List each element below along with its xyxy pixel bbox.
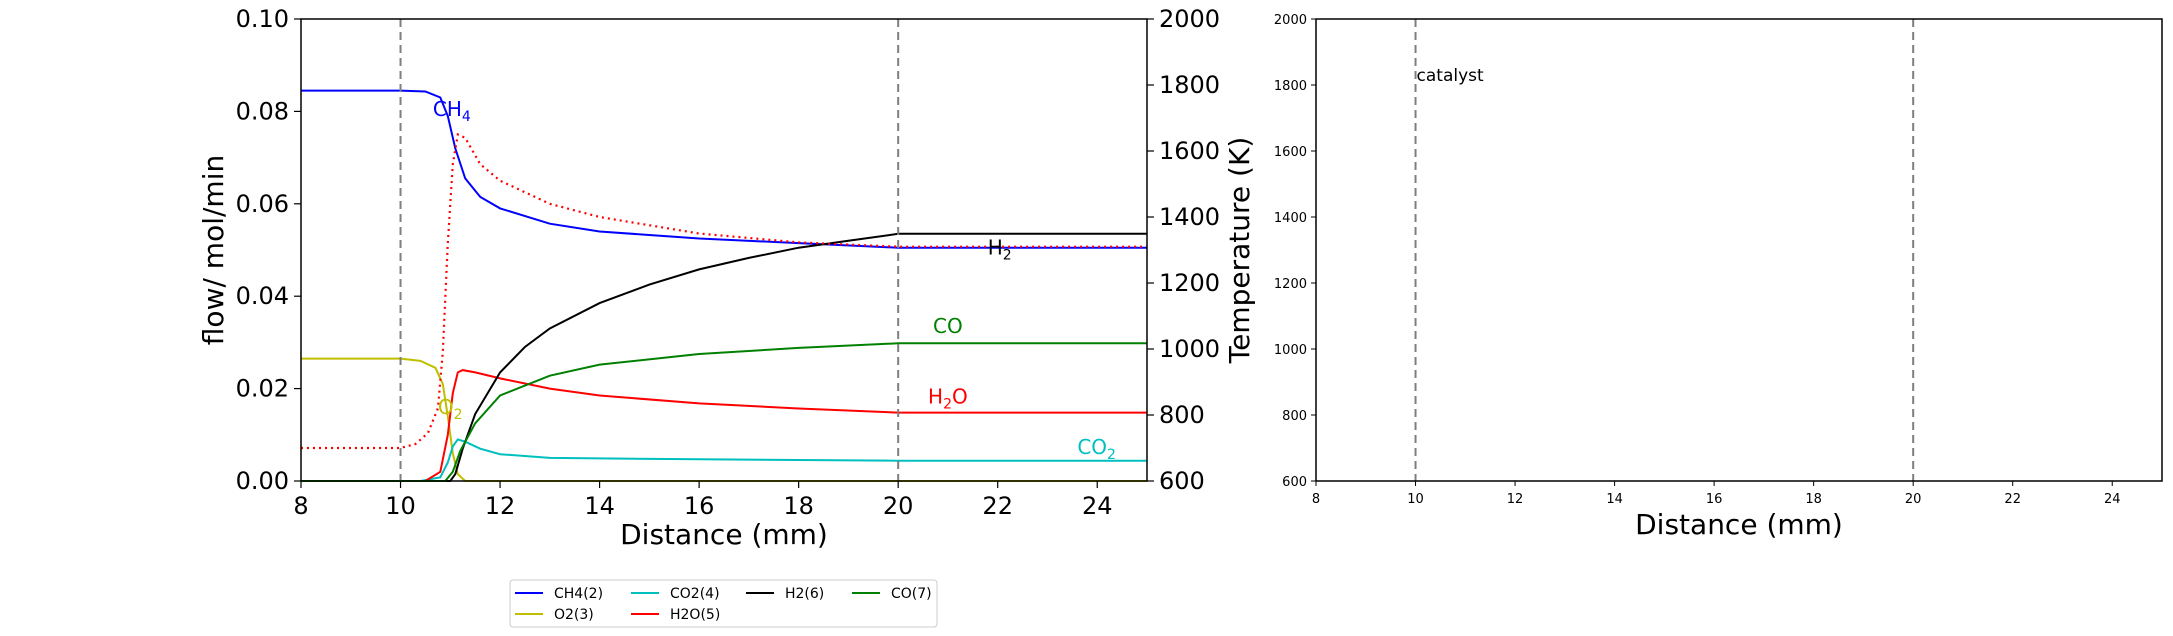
x-tick-label: 22	[982, 492, 1013, 520]
y-tick-label: 0.10	[236, 5, 289, 33]
series-line-h26	[301, 232, 1147, 482]
y2-tick-label: 1200	[1159, 269, 1220, 297]
y2-axis-label: Temperature (K)	[1223, 137, 1256, 364]
x-tick-label: 16	[684, 492, 715, 520]
plot-area-frame	[300, 18, 1148, 482]
x-tick-label: 18	[783, 492, 814, 520]
temperature-chart: catalyst 8 10 12 14 16 18 20 22 24 600 800 1000 120…	[1274, 13, 2163, 541]
y-tick-label: 800	[1282, 409, 1307, 424]
legend-label: CO2(4)	[670, 586, 720, 602]
y-tick-label: 0.04	[236, 282, 289, 310]
x-tick-label: 20	[883, 492, 914, 520]
x-tick-label: 18	[1805, 492, 1822, 507]
series-lines	[301, 89, 1147, 482]
legend-label: CH4(2)	[554, 586, 603, 602]
y-tick-label: 2000	[1274, 13, 1307, 28]
legend: CH4(2) CO2(4) H2(6) CO(7) O2(3) H2O(5)	[509, 579, 938, 628]
y-tick-label: 0.06	[236, 190, 289, 218]
annotations: catalyst	[1417, 66, 1484, 86]
y-tick-label: 0.02	[236, 375, 289, 403]
series-line-co7	[301, 342, 1147, 482]
x-tick-label: 24	[2104, 492, 2121, 507]
x-tick-label: 10	[385, 492, 416, 520]
y-axis-label: flow/ mol/min	[197, 155, 230, 345]
series-line-h2o5	[301, 369, 1147, 482]
legend-frame	[509, 579, 938, 628]
y-tick-label: 1600	[1274, 145, 1307, 160]
y-tick-label: 600	[1282, 475, 1307, 490]
y-tick-label: 1800	[1274, 79, 1307, 94]
series-annotation: H2	[988, 236, 1012, 264]
series-line-o23	[301, 357, 1147, 482]
x-tick-label: 12	[1507, 492, 1524, 507]
y-axis-ticks: 600 800 1000 1200 1400 1600 1800 2000	[1274, 13, 1316, 490]
y2-tick-label: 1800	[1159, 71, 1220, 99]
x-tick-label: 12	[485, 492, 516, 520]
catalyst-annotation: catalyst	[1417, 66, 1484, 86]
x-axis-ticks: 8 10 12 14 16 18 20 22 24	[293, 481, 1113, 520]
y-axis-ticks: 0.00 0.02 0.04 0.06 0.08 0.10	[236, 5, 301, 495]
series-line-ch42	[301, 89, 1147, 249]
series-annotation: CO2	[1077, 435, 1116, 463]
x-axis-ticks: 8 10 12 14 16 18 20 22 24	[1312, 481, 2121, 507]
series-annotation: H2O	[928, 384, 968, 412]
y2-tick-label: 1400	[1159, 203, 1220, 231]
y-tick-label: 0.08	[236, 97, 289, 125]
x-axis-label: Distance (mm)	[620, 518, 828, 551]
y2-tick-label: 1600	[1159, 137, 1220, 165]
catalyst-boundary-lines	[399, 19, 900, 481]
catalyst-boundary-lines	[1414, 19, 1915, 481]
temperature-line	[301, 132, 1147, 450]
legend-label: H2O(5)	[670, 607, 720, 623]
y2-tick-label: 1000	[1159, 335, 1220, 363]
legend-label: CO(7)	[891, 586, 932, 602]
x-tick-label: 24	[1082, 492, 1113, 520]
y-tick-label: 0.00	[236, 467, 289, 495]
legend-label: H2(6)	[785, 586, 824, 602]
y2-tick-label: 800	[1159, 401, 1205, 429]
series-line-co24	[301, 438, 1147, 482]
x-tick-label: 8	[1312, 492, 1320, 507]
x-tick-label: 8	[293, 492, 308, 520]
y2-tick-label: 600	[1159, 467, 1205, 495]
x-tick-label: 14	[1606, 492, 1623, 507]
x-tick-label: 10	[1407, 492, 1424, 507]
x-tick-label: 22	[2004, 492, 2021, 507]
x-tick-label: 14	[584, 492, 615, 520]
legend-label: O2(3)	[554, 607, 594, 623]
series-annotation: O2	[438, 395, 463, 423]
plot-area-frame	[1315, 18, 2163, 482]
y2-axis-ticks: 600 800 1000 1200 1400 1600 1800 2000	[1147, 5, 1220, 495]
y2-tick-label: 2000	[1159, 5, 1220, 33]
y-tick-label: 1000	[1274, 343, 1307, 358]
x-tick-label: 20	[1905, 492, 1922, 507]
series-annotation: CH4	[433, 97, 471, 125]
series-annotations: CH4 O2 H2 CO H2O CO2	[433, 97, 1116, 463]
y-tick-label: 1400	[1274, 211, 1307, 226]
x-axis-label: Distance (mm)	[1635, 508, 1843, 541]
x-tick-label: 16	[1706, 492, 1723, 507]
series-annotation: CO	[933, 314, 963, 338]
y-tick-label: 1200	[1274, 277, 1307, 292]
